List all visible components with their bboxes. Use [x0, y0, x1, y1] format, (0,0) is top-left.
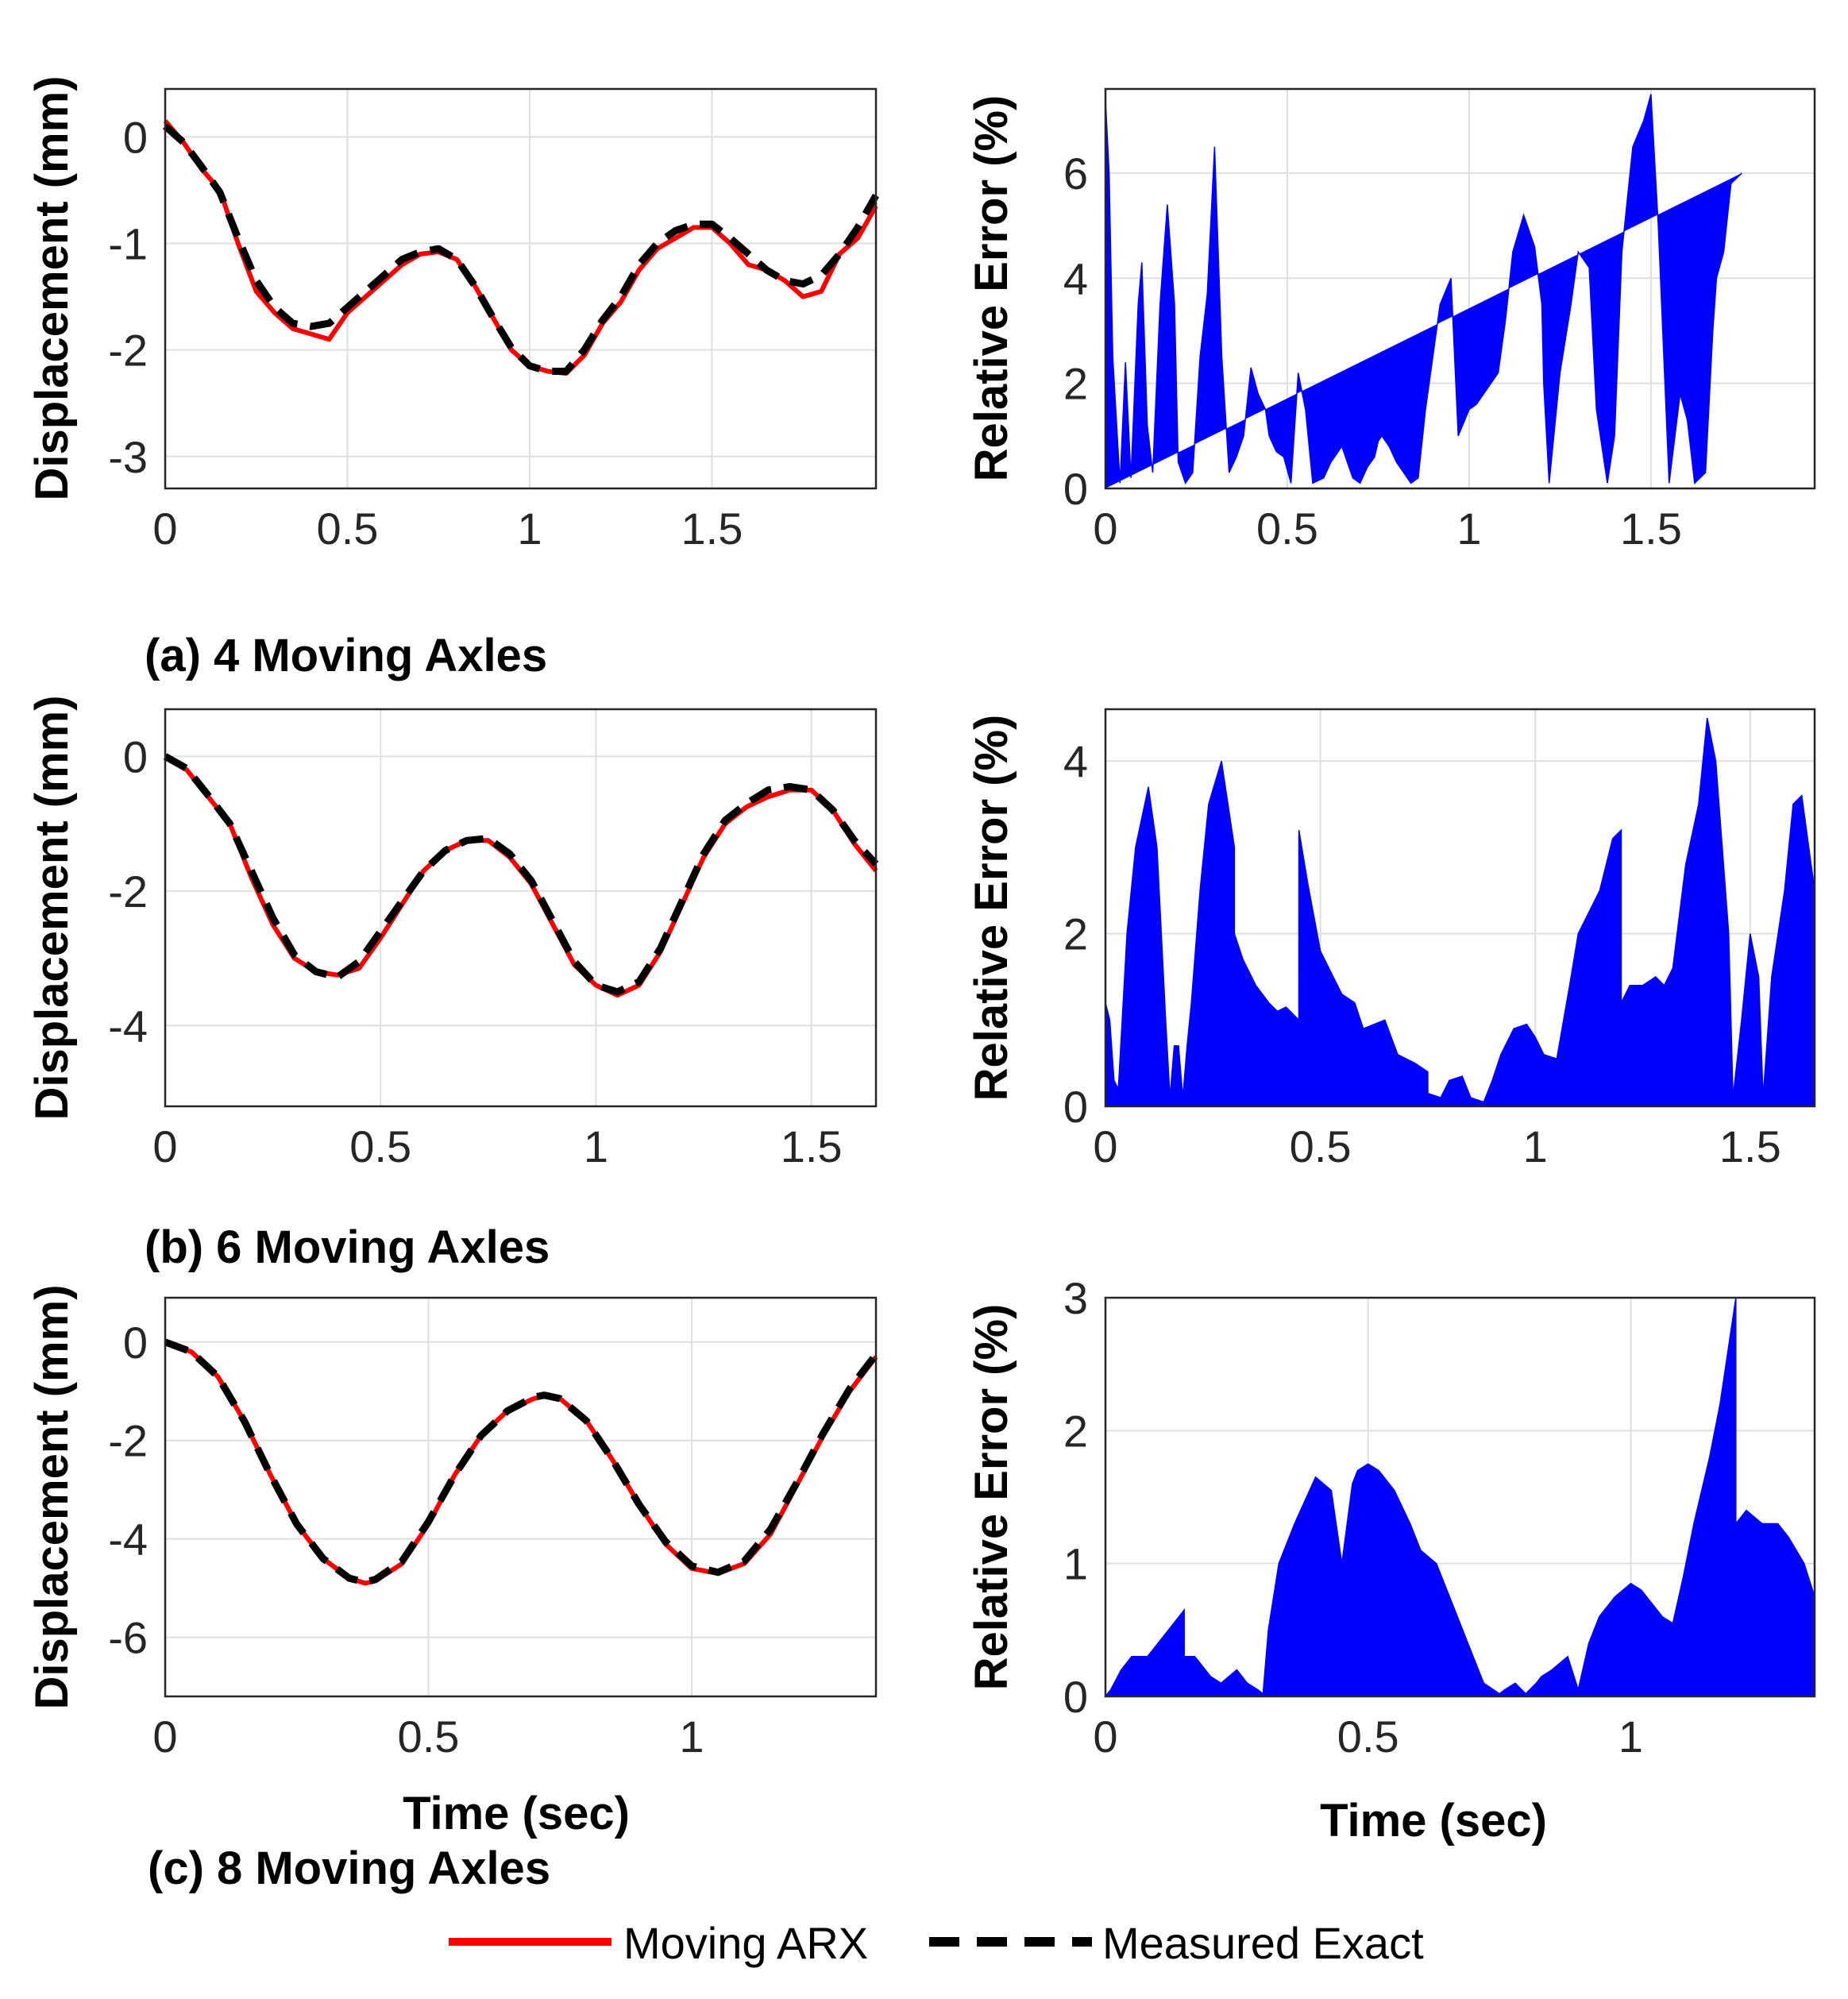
x-tick-labels: 0 0.5 1 1.5 [152, 1121, 842, 1171]
series-measured-exact [163, 123, 879, 375]
caption-c: (c) 8 Moving Axles [148, 1843, 550, 1894]
y-tick-labels: 0 2 4 [1063, 736, 1088, 1132]
x-tick-label: 0 [152, 1121, 177, 1171]
y-axis-label: Relative Error (%) [966, 1304, 1017, 1691]
x-tick-label: 1 [517, 504, 542, 554]
y-tick-label: -2 [108, 326, 148, 376]
axes-frame [164, 708, 878, 1108]
x-tick-label: 0 [152, 1711, 177, 1762]
y-tick-label: 2 [1063, 1406, 1088, 1456]
grid [165, 709, 876, 1106]
y-tick-label: 6 [1063, 149, 1088, 199]
panel-b-error: 0 0.5 1 1.5 0 2 4 Relative Error (%) [966, 708, 1816, 1171]
x-tick-label: 1 [1618, 1711, 1643, 1762]
x-tick-labels: 0 0.5 1 [1093, 1711, 1643, 1762]
y-tick-label: -4 [108, 1001, 148, 1051]
y-tick-label: -3 [108, 432, 148, 482]
axes-frame [1104, 708, 1816, 1108]
x-tick-label: 0.5 [398, 1711, 460, 1762]
series-lines [163, 119, 879, 376]
legend: Moving ARX Measured Exact [449, 1918, 1424, 1968]
y-tick-labels: 0 -1 -2 -3 [108, 112, 148, 481]
relative-error-area [1104, 1297, 1815, 1697]
series-lines [164, 1338, 879, 1586]
x-tick-label: 1 [1523, 1121, 1548, 1171]
y-tick-label: 2 [1063, 909, 1088, 959]
area-fill [1104, 1297, 1815, 1697]
x-tick-label: 0 [1093, 504, 1117, 554]
y-tick-label: -6 [108, 1613, 148, 1663]
y-tick-labels: 0 -2 -4 -6 [108, 1318, 148, 1663]
x-tick-label: 1 [1456, 504, 1481, 554]
x-tick-label: 1 [679, 1711, 704, 1762]
series-lines [163, 753, 879, 998]
x-tick-labels: 0 0.5 1 1.5 [1093, 1121, 1780, 1171]
y-tick-label: 1 [1063, 1539, 1088, 1589]
caption-a: (a) 4 Moving Axles [145, 630, 547, 681]
series-measured-exact [163, 753, 879, 996]
y-axis-label: Relative Error (%) [966, 95, 1017, 482]
panel-a-error: 0 0.5 1 1.5 0 2 4 6 Relative Error (%) [966, 87, 1816, 554]
x-axis-label: Time (sec) [1320, 1795, 1547, 1847]
x-tick-label: 1.5 [1620, 504, 1682, 554]
y-axis-label: Relative Error (%) [966, 715, 1017, 1102]
y-tick-label: 0 [123, 1318, 148, 1368]
y-tick-label: 3 [1063, 1273, 1088, 1323]
x-tick-label: 0 [1093, 1711, 1117, 1762]
x-tick-labels: 0 0.5 1 1.5 [152, 504, 743, 554]
axes-frame [164, 1296, 878, 1698]
axes-frame [164, 87, 878, 490]
x-tick-label: 1.5 [781, 1121, 843, 1171]
y-tick-labels: 0 1 2 3 [1063, 1273, 1088, 1722]
y-axis-label: Displacement (mm) [26, 695, 78, 1120]
relative-error-area [1105, 94, 1742, 488]
panel-a-displacement: 0 0.5 1 1.5 0 -1 -2 -3 Displacement (mm) [26, 75, 879, 554]
x-tick-label: 0.5 [1256, 504, 1318, 554]
panel-c-displacement: 0 0.5 1 0-2-4-6 Displacement (mm) Time (se… [26, 1284, 879, 1839]
x-tick-label: 0.5 [1337, 1711, 1399, 1762]
x-tick-label: 0.5 [1290, 1121, 1352, 1171]
x-tick-labels: 0 0.5 1 1.5 [1093, 504, 1681, 554]
x-axis-label: Time (sec) [403, 1788, 630, 1839]
x-tick-label: 0.5 [349, 1121, 411, 1171]
y-axis-label: Displacement (mm) [26, 75, 78, 500]
y-tick-label: -4 [108, 1515, 148, 1565]
x-tick-labels: 0 0.5 1 [152, 1711, 704, 1762]
relative-error-area [1105, 717, 1815, 1107]
y-tick-label: 4 [1063, 253, 1088, 303]
y-tick-label: 2 [1063, 359, 1088, 409]
axes-frame [1104, 1296, 1816, 1698]
grid [165, 89, 876, 488]
grid [165, 1298, 876, 1696]
y-tick-label: 0 [123, 112, 148, 162]
y-tick-label: 0 [1063, 1672, 1088, 1722]
caption-b: (b) 6 Moving Axles [145, 1221, 550, 1273]
y-tick-label: -1 [108, 218, 148, 268]
axes-frame [1104, 87, 1816, 490]
y-tick-label: -2 [108, 866, 148, 917]
y-tick-label: 4 [1063, 736, 1088, 786]
panel-b-displacement: 0 0.5 1 1.5 0 -2 -4 Displacement (mm) [26, 695, 879, 1171]
x-tick-label: 1.5 [681, 504, 743, 554]
y-tick-labels: 0 -2 -4 [108, 731, 148, 1051]
y-tick-label: 0 [1063, 1082, 1088, 1132]
x-tick-label: 0 [1093, 1121, 1117, 1171]
area-fill [1105, 717, 1815, 1107]
legend-label-moving-arx: Moving ARX [623, 1918, 868, 1968]
x-tick-label: 0 [152, 504, 177, 554]
x-tick-label: 0.5 [317, 504, 379, 554]
x-tick-label: 1.5 [1719, 1121, 1781, 1171]
y-axis-label: Displacement (mm) [26, 1284, 78, 1709]
area-fill [1105, 94, 1742, 488]
y-tick-labels: 0 2 4 6 [1063, 149, 1088, 514]
legend-label-measured-exact: Measured Exact [1102, 1918, 1424, 1968]
y-tick-label: -2 [108, 1416, 148, 1466]
y-tick-label: 0 [1063, 464, 1088, 514]
y-tick-label: 0 [123, 731, 148, 781]
series-measured-exact [164, 1338, 879, 1586]
x-tick-label: 1 [584, 1121, 608, 1171]
